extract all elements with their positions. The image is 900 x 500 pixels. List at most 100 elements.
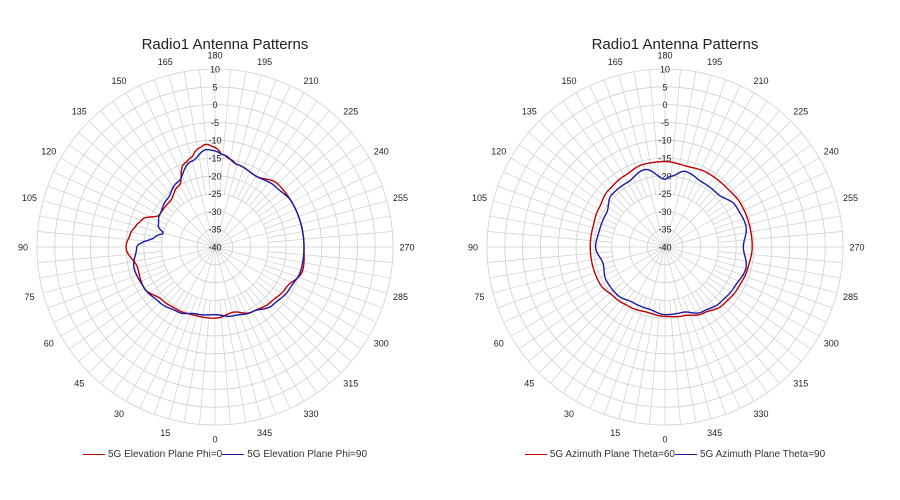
radial-tick-label: -25: [658, 189, 671, 199]
radial-tick-label: 5: [662, 82, 667, 92]
angle-tick-label: 75: [25, 292, 35, 302]
grid-spoke: [575, 92, 666, 248]
grid-spoke: [550, 110, 631, 207]
grid-spoke: [100, 110, 181, 207]
grid-spoke: [489, 255, 613, 279]
grid-spoke: [673, 299, 697, 423]
angle-tick-label: 345: [707, 428, 722, 438]
grid-spoke: [575, 246, 666, 402]
grid-spoke: [139, 295, 193, 409]
angle-tick-label: 165: [608, 57, 623, 67]
grid-spoke: [223, 71, 247, 195]
angle-tick-label: 60: [494, 339, 504, 349]
grid-spoke: [528, 132, 625, 213]
angle-tick-label: 15: [160, 428, 170, 438]
radial-tick-label: -35: [658, 225, 671, 235]
radial-tick-label: 5: [212, 82, 217, 92]
angle-tick-label: 165: [158, 57, 173, 67]
legend-swatch-red: [82, 454, 105, 455]
radial-tick-label: 0: [662, 100, 667, 110]
grid-spoke: [705, 132, 802, 213]
angle-tick-label: 195: [257, 57, 272, 67]
grid-spoke: [489, 215, 613, 239]
grid-spoke: [60, 246, 216, 337]
grid-spoke: [255, 132, 352, 213]
grid-spoke: [687, 85, 741, 199]
grid-spoke: [153, 297, 198, 415]
grid-spoke: [199, 300, 211, 425]
grid-spoke: [112, 290, 185, 394]
series-line: [589, 160, 753, 318]
grid-spoke: [699, 110, 780, 207]
grid-spoke: [223, 299, 247, 423]
grid-spoke: [715, 264, 833, 309]
grid-spoke: [713, 269, 827, 323]
angle-tick-label: 120: [41, 147, 56, 157]
grid-spoke: [589, 295, 643, 409]
angle-tick-label: 210: [303, 76, 318, 86]
chart-title: Radio1 Antenna Patterns: [591, 36, 759, 53]
grid-spoke: [183, 71, 207, 195]
legend-label: 5G Azimuth Plane Theta=90: [700, 449, 826, 460]
angle-tick-label: 150: [561, 76, 576, 86]
grid-spoke: [503, 171, 617, 225]
angle-tick-label: 240: [824, 147, 839, 157]
angle-tick-label: 195: [707, 57, 722, 67]
grid-spoke: [39, 215, 163, 239]
angle-tick-label: 300: [824, 339, 839, 349]
angle-tick-label: 15: [610, 428, 620, 438]
radial-tick-label: -30: [658, 207, 671, 217]
radial-tick-label: 10: [660, 65, 670, 75]
legend-item: 5G Elevation Plane Phi=90: [222, 449, 367, 460]
grid-spoke: [497, 264, 615, 309]
grid-spoke: [669, 69, 681, 194]
grid-spoke: [687, 295, 741, 409]
grid-spoke: [664, 120, 792, 248]
grid-spoke: [263, 171, 377, 225]
grid-spoke: [214, 92, 305, 248]
angle-tick-label: 90: [18, 243, 28, 253]
angle-tick-label: 330: [303, 409, 318, 419]
grid-spoke: [214, 246, 305, 402]
grid-spoke: [39, 255, 163, 279]
angle-tick-label: 135: [72, 107, 87, 117]
angle-tick-label: 225: [793, 107, 808, 117]
grid-spoke: [664, 157, 820, 248]
grid-spoke: [649, 69, 661, 194]
grid-spoke: [42, 246, 216, 294]
radial-tick-label: -15: [208, 154, 221, 164]
grid-spoke: [550, 287, 631, 384]
grid-spoke: [265, 264, 383, 309]
grid-spoke: [168, 246, 216, 420]
grid-spoke: [682, 79, 727, 197]
series-line: [594, 168, 748, 316]
grid-spoke: [249, 110, 330, 207]
legend-swatch-blue: [222, 454, 245, 455]
radial-tick-label: -10: [658, 136, 671, 146]
angle-tick-label: 255: [393, 193, 408, 203]
grid-spoke: [682, 297, 727, 415]
grid-spoke: [42, 200, 216, 248]
legend-item: 5G Elevation Plane Phi=0: [82, 449, 223, 460]
series-line: [132, 148, 305, 318]
angle-tick-label: 315: [343, 378, 358, 388]
angle-tick-label: 240: [374, 147, 389, 157]
legend-label: 5G Elevation Plane Phi=90: [247, 449, 368, 460]
grid-spoke: [649, 300, 661, 425]
radial-tick-label: -25: [208, 189, 221, 199]
chart-left: Radio1 Antenna Patterns 0 15 30 45 60 75 90 105…: [18, 36, 415, 460]
grid-spoke: [258, 277, 362, 350]
grid-spoke: [717, 255, 841, 279]
legend-label: 5G Elevation Plane Phi=0: [107, 449, 223, 460]
angle-tick-label: 30: [564, 409, 574, 419]
grid-spoke: [258, 144, 362, 217]
radial-tick-label: -10: [208, 136, 221, 146]
legend-label: 5G Azimuth Plane Theta=60: [549, 449, 675, 460]
grid-spoke: [538, 120, 666, 248]
radial-tick-label: -20: [208, 171, 221, 181]
grid-spoke: [139, 85, 193, 199]
radial-tick-label: -5: [661, 118, 669, 128]
grid-spoke: [492, 200, 666, 248]
grid-spoke: [664, 74, 712, 248]
angle-tick-label: 270: [849, 243, 864, 253]
